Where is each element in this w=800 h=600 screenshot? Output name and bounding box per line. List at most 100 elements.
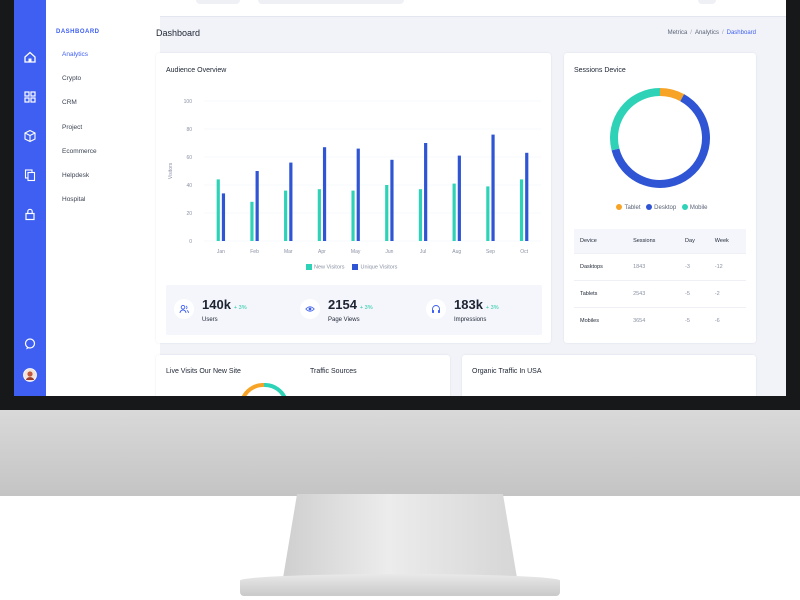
page-title: Dashboard — [156, 28, 201, 38]
x-tick-label: Feb — [250, 249, 259, 255]
lock-icon[interactable] — [21, 205, 39, 223]
legend-label: Unique Visitors — [360, 264, 398, 271]
kpi-label: Impressions — [454, 317, 487, 323]
kpi-label: Users — [202, 317, 218, 323]
breadcrumb: Metrica / Analytics / Dashboard — [667, 30, 756, 36]
bar-unique-visitors — [322, 147, 327, 241]
top-button[interactable] — [196, 0, 240, 4]
x-tick-label: May — [351, 249, 361, 255]
bar-unique-visitors — [390, 159, 394, 241]
breadcrumb-item[interactable]: Analytics — [694, 30, 719, 36]
legend-item[interactable]: Mobile — [678, 204, 708, 211]
bar-unique-visitors — [289, 162, 293, 241]
table-cell: -3 — [679, 253, 709, 281]
y-tick-label: 60 — [186, 155, 192, 161]
table-row: Dasktops 1843 -3 -12 — [574, 253, 746, 281]
top-bar — [160, 0, 786, 17]
avatar[interactable] — [21, 366, 39, 384]
table-row: Tablets 2543 -5 -2 — [574, 280, 746, 308]
live-visits-card: Live Visits Our New Site Traffic Sources — [156, 355, 450, 396]
donut-slice-mobile[interactable] — [610, 88, 661, 151]
home-icon[interactable] — [21, 48, 39, 66]
legend-label: New Visitors — [314, 264, 345, 271]
legend-item[interactable]: Desktop — [642, 204, 676, 211]
table-cell: -12 — [708, 253, 746, 281]
kpi-change: + 3% — [233, 305, 247, 311]
x-tick-label: Jan — [217, 249, 225, 255]
table-cell: -5 — [679, 280, 709, 308]
kpi-page-views: 2154 + 3% Page Views — [292, 293, 412, 327]
bar-new-visitors — [418, 189, 423, 241]
table-cell: Tablets — [574, 280, 628, 308]
bar-new-visitors — [452, 183, 456, 241]
table-cell: -2 — [708, 280, 746, 308]
menu-item-analytics[interactable]: Analytics — [62, 51, 89, 58]
table-cell: 2543 — [627, 280, 680, 308]
card-title: Audience Overview — [166, 67, 227, 74]
breadcrumb-item[interactable]: Metrica — [667, 30, 688, 36]
bar-unique-visitors — [221, 193, 226, 241]
menu-item-crm[interactable]: CRM — [62, 99, 77, 106]
x-tick-label: Sep — [486, 249, 495, 255]
sessions-table: Device Sessions Day Week Dasktops 1843 -… — [574, 229, 746, 334]
bar-unique-visitors — [525, 152, 529, 241]
sessions-donut-chart — [610, 88, 710, 188]
legend-item[interactable]: Unique Visitors — [352, 264, 397, 270]
bar-unique-visitors — [255, 171, 259, 241]
menu-section-label: DASHBOARD — [56, 29, 100, 35]
search-input[interactable] — [258, 0, 404, 4]
column-header: Device — [574, 229, 628, 254]
users-icon — [174, 299, 194, 319]
menu-item-ecommerce[interactable]: Ecommerce — [62, 148, 97, 155]
breadcrumb-current: Dashboard — [726, 30, 756, 36]
headphones-icon — [426, 299, 446, 319]
box-icon[interactable] — [21, 127, 39, 145]
chart-legend: New Visitors Unique Visitors — [306, 264, 397, 270]
column-header: Day — [679, 229, 709, 254]
table-cell: Dasktops — [574, 253, 628, 281]
bar-new-visitors — [250, 201, 254, 241]
icon-rail — [14, 0, 46, 396]
dashboard-screen: DASHBOARD Analytics Crypto CRM Project E… — [14, 0, 786, 396]
kpi-value: 140k + 3% — [202, 297, 247, 312]
profile-icon[interactable] — [698, 0, 716, 4]
copy-icon[interactable] — [21, 166, 39, 184]
menu-panel: DASHBOARD Analytics Crypto CRM Project E… — [46, 0, 160, 396]
card-title: Live Visits Our New Site — [166, 368, 241, 375]
menu-item-helpdesk[interactable]: Helpdesk — [62, 172, 90, 179]
audience-overview-card: Audience Overview 0 20 40 60 80 100 Visitors Ja… — [156, 53, 551, 343]
column-header: Sessions — [627, 229, 680, 254]
x-tick-label: Jul — [420, 249, 426, 255]
audience-bar-chart: 0 20 40 60 80 100 Visitors Jan Feb Mar Apr May Jun Ju… — [168, 99, 541, 255]
kpi-change: + 3% — [359, 305, 373, 311]
chat-icon[interactable] — [21, 335, 39, 353]
donut-slice-desktop[interactable] — [611, 94, 710, 188]
bar-new-visitors — [216, 179, 220, 241]
menu-item-crypto[interactable]: Crypto — [62, 75, 82, 82]
y-tick-label: 20 — [186, 211, 192, 217]
x-tick-label: Aug — [452, 249, 461, 255]
legend-item[interactable]: Tablet — [612, 204, 640, 211]
y-tick-label: 40 — [186, 183, 192, 189]
table-cell: -5 — [679, 307, 709, 334]
x-tick-label: Jun — [385, 249, 393, 255]
kpi-impressions: 183k + 3% Impressions — [418, 293, 538, 327]
card-title: Sessions Device — [574, 67, 626, 74]
donut-slice-tablet[interactable] — [659, 88, 685, 102]
grid-icon[interactable] — [21, 88, 39, 106]
sessions-device-card: Sessions Device Tablet Desktop Mobile De… — [564, 53, 756, 343]
bar-unique-visitors — [424, 143, 428, 241]
kpi-users: 140k + 3% Users — [166, 293, 286, 327]
y-tick-label: 100 — [184, 99, 193, 105]
menu-item-project[interactable]: Project — [62, 124, 83, 131]
live-visits-gauge — [241, 383, 287, 396]
menu-item-hospital[interactable]: Hospital — [62, 196, 86, 203]
table-cell: -6 — [708, 307, 746, 334]
bar-unique-visitors — [356, 148, 360, 241]
monitor-stand-neck — [283, 494, 517, 578]
bar-new-visitors — [351, 190, 355, 241]
bar-unique-visitors — [457, 155, 461, 241]
legend-item[interactable]: New Visitors — [306, 264, 344, 270]
x-tick-label: Apr — [318, 249, 326, 255]
table-row: Mobiles 3654 -5 -6 — [574, 307, 746, 334]
